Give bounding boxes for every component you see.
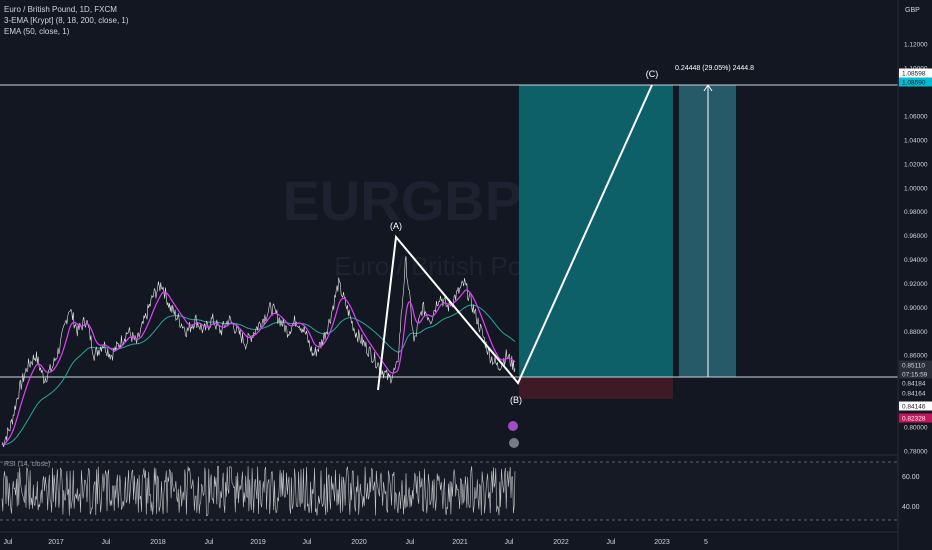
wave-label-b: (B) <box>510 395 522 405</box>
time-tick-9: 2021 <box>452 539 468 546</box>
time-tick-7: 2020 <box>351 539 367 546</box>
time-tick-4: Jul <box>205 539 214 546</box>
price-tick-6: 0.98000 <box>904 209 928 216</box>
price-badge-bg-3 <box>899 369 932 379</box>
price-badge-6: 0.84146 <box>902 404 926 411</box>
rsi-tick-40: 40.00 <box>902 504 920 511</box>
price-tick-2: 1.06000 <box>904 113 928 120</box>
legend-ema[interactable]: EMA (50, close, 1) <box>4 27 70 36</box>
wave-label-c: (C) <box>646 69 659 79</box>
price-tick-14: 0.78000 <box>904 448 928 455</box>
time-tick-8: Jul <box>406 539 415 546</box>
price-tick-10: 0.90000 <box>904 305 928 312</box>
price-tick-12: 0.86000 <box>904 353 928 360</box>
price-tick-3: 1.04000 <box>904 137 928 144</box>
ema-50-line <box>2 304 516 446</box>
time-tick-12: Jul <box>607 539 616 546</box>
legend-ema3[interactable]: 3-EMA [Krypt] (8, 18, 200, close, 1) <box>4 16 129 25</box>
time-tick-11: 2022 <box>553 539 569 546</box>
rsi-tick-60: 60.00 <box>902 474 920 481</box>
price-badge-bg-7 <box>899 413 932 423</box>
ema-slow-path <box>2 304 516 446</box>
chart-legend: Euro / British Pound, 1D, FXCM 3-EMA [Kr… <box>4 4 129 37</box>
price-badge-1: 1.08590 <box>902 80 926 87</box>
price-tick-7: 0.96000 <box>904 233 928 240</box>
target-zone[interactable] <box>519 85 673 377</box>
price-tick-0: 1.12000 <box>904 42 928 49</box>
price-badge-bg-2 <box>899 360 932 370</box>
price-tick-9: 0.92000 <box>904 281 928 288</box>
wave-label-a: (A) <box>390 221 402 231</box>
price-badge-5: 0.84164 <box>902 391 926 398</box>
time-tick-1: 2017 <box>48 539 64 546</box>
ema-fast-line <box>1 289 516 446</box>
price-line-path <box>1 256 516 448</box>
event-marker-icon-2[interactable] <box>509 438 519 448</box>
elliott-wave-path[interactable] <box>377 84 653 391</box>
price-badge-2: 0.85110 <box>902 363 925 370</box>
time-axis[interactable]: Jul 2017 Jul 2018 Jul 2019 Jul 2020 Jul 2021 Jul 20… <box>4 539 709 546</box>
price-tick-13: 0.80000 <box>904 425 928 432</box>
price-tick-8: 0.94000 <box>904 257 928 264</box>
time-tick-0: Jul <box>4 539 13 546</box>
stop-zone[interactable] <box>519 377 673 399</box>
rsi-line-path <box>1 465 516 517</box>
price-badge-3: 07:15:59 <box>902 372 928 379</box>
price-tick-5: 1.00000 <box>904 185 928 192</box>
event-marker-icon[interactable] <box>508 421 518 431</box>
price-badge-bg-5 <box>899 388 932 398</box>
time-tick-5: 2019 <box>250 539 266 546</box>
rsi-series <box>1 465 516 517</box>
ema-fast-path <box>1 289 516 446</box>
price-badge-4: 0.84184 <box>902 381 926 388</box>
price-tick-4: 1.02000 <box>904 161 928 168</box>
time-tick-3: 2018 <box>150 539 166 546</box>
measurement-label: 0.24448 (29.05%) 2444.8 <box>675 65 754 72</box>
price-badge-bg-0 <box>899 68 932 78</box>
time-tick-10: Jul <box>505 539 514 546</box>
price-badge-0: 1.08598 <box>902 71 926 78</box>
price-tick-11: 0.88000 <box>904 329 928 336</box>
price-badge-bg-6 <box>899 401 932 411</box>
price-badge-bg-4 <box>899 378 932 388</box>
price-labels: 1.08598 1.08590 0.85110 07:15:59 0.84184 0.84… <box>899 68 932 423</box>
price-series <box>1 256 516 448</box>
rsi-legend[interactable]: RSI (14, close) <box>4 461 51 468</box>
legend-symbol[interactable]: Euro / British Pound, 1D, FXCM <box>4 5 117 14</box>
price-badge-bg-1 <box>899 77 932 87</box>
time-tick-6: Jul <box>303 539 312 546</box>
time-tick-14: 5 <box>704 539 708 546</box>
time-tick-13: 2023 <box>654 539 670 546</box>
price-badge-7: 0.82328 <box>902 416 926 423</box>
currency-label: GBP <box>905 7 920 14</box>
time-tick-2: Jul <box>102 539 111 546</box>
